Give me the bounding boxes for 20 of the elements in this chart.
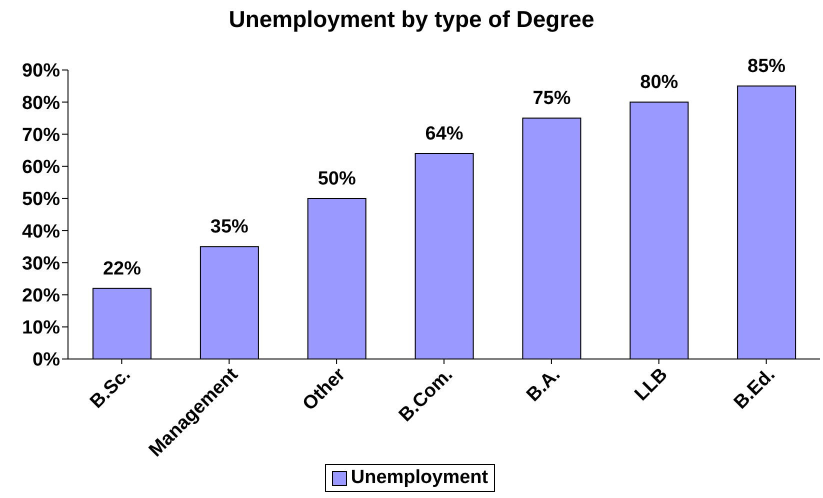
chart-title: Unemployment by type of Degree	[228, 6, 596, 33]
y-tick-label: 50%	[22, 189, 60, 210]
data-label: 22%	[102, 258, 142, 280]
data-label: 75%	[532, 88, 571, 110]
y-tick-label: 40%	[22, 221, 60, 242]
legend-label: Unemployment	[350, 467, 488, 489]
data-label: 64%	[425, 123, 464, 144]
data-label: 85%	[748, 56, 786, 78]
data-label: 80%	[640, 72, 678, 94]
y-tick-label: 0%	[32, 350, 60, 371]
y-tick-label: 70%	[22, 124, 60, 146]
y-tick-label: 10%	[22, 318, 60, 339]
y-tick-label: 90%	[22, 60, 60, 82]
y-tick-label: 60%	[22, 157, 60, 178]
y-tick-label: 80%	[22, 92, 60, 114]
y-tick-label: 30%	[22, 253, 60, 274]
x-tick-label: B.A.	[522, 364, 565, 406]
data-label: 50%	[318, 168, 356, 190]
data-label: 35%	[210, 216, 249, 238]
y-tick-label: 20%	[22, 286, 60, 307]
